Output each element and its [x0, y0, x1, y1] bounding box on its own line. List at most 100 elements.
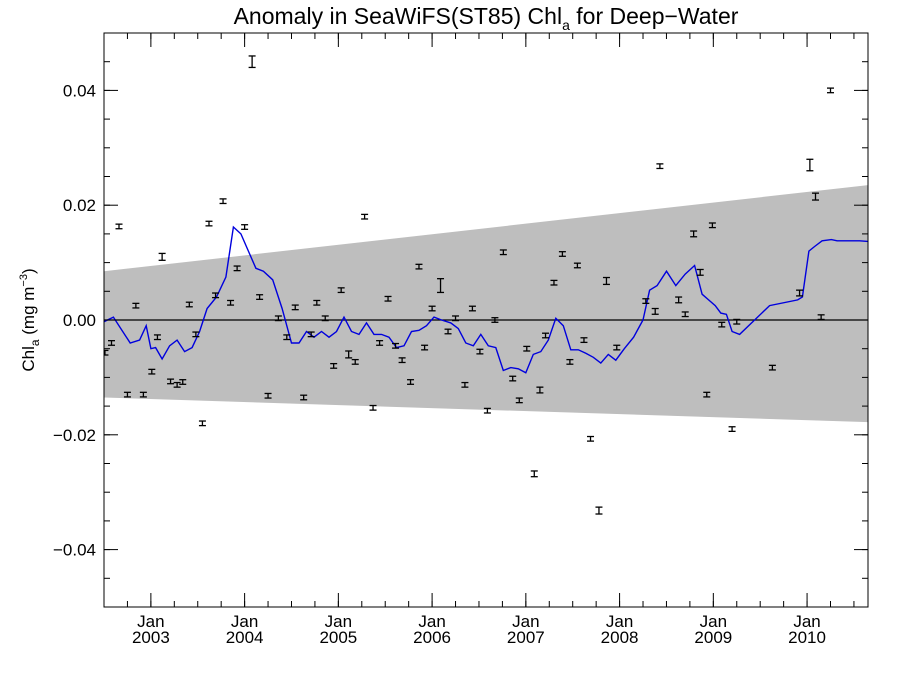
- data-point: [550, 279, 558, 286]
- data-point: [248, 55, 256, 69]
- data-point: [205, 220, 213, 227]
- axes: 0.040.020.00−0.02−0.04Jan2003Jan2004Jan2…: [53, 32, 869, 647]
- x-tick-label-year: 2008: [601, 628, 639, 647]
- data-point: [421, 344, 429, 351]
- data-point: [806, 158, 814, 172]
- data-point: [690, 230, 698, 238]
- data-point: [651, 307, 659, 315]
- data-point: [499, 249, 507, 256]
- y-tick-label: −0.02: [53, 426, 96, 445]
- data-point: [681, 311, 689, 318]
- y-axis-label-unit-close: ): [19, 268, 38, 274]
- data-point: [523, 345, 531, 352]
- data-point: [256, 294, 264, 300]
- data-point: [476, 348, 484, 355]
- y-axis-label: Chla (mg m−3): [18, 268, 42, 371]
- data-point: [468, 305, 476, 312]
- x-tick-label-year: 2003: [132, 628, 170, 647]
- data-point: [227, 299, 235, 306]
- data-point: [491, 317, 499, 323]
- x-tick-label-month: Jan: [137, 612, 164, 631]
- data-point: [444, 328, 452, 335]
- data-point: [642, 298, 650, 305]
- data-point: [139, 391, 147, 398]
- y-tick-label: −0.04: [53, 541, 96, 560]
- data-point: [148, 368, 156, 375]
- data-point: [321, 315, 329, 322]
- data-point: [283, 334, 291, 341]
- data-point: [307, 331, 315, 338]
- x-tick-label-year: 2005: [319, 628, 357, 647]
- data-point: [602, 276, 610, 286]
- chart-title-tail: for Deep−Water: [570, 3, 739, 29]
- data-point: [392, 342, 400, 349]
- data-point: [728, 426, 736, 433]
- data-point: [566, 358, 574, 365]
- data-point: [483, 407, 491, 414]
- data-point: [313, 299, 321, 306]
- data-point: [291, 304, 299, 311]
- data-point: [542, 332, 550, 339]
- x-tick-label-month: Jan: [606, 612, 633, 631]
- data-point: [212, 292, 220, 299]
- data-point: [192, 331, 200, 338]
- x-tick-label-month: Jan: [793, 612, 820, 631]
- data-point: [198, 420, 206, 427]
- data-point: [613, 344, 621, 351]
- data-point: [361, 213, 369, 220]
- data-point: [812, 192, 820, 201]
- x-tick-label-month: Jan: [700, 612, 727, 631]
- data-point: [509, 375, 517, 382]
- data-point: [587, 435, 595, 442]
- smoothed-series-line: [104, 225, 868, 374]
- x-tick-label-month: Jan: [418, 612, 445, 631]
- data-point: [376, 340, 384, 346]
- x-tick-label-month: Jan: [325, 612, 352, 631]
- data-point: [264, 392, 272, 399]
- data-point: [796, 289, 804, 297]
- data-point: [241, 224, 249, 230]
- data-point: [167, 378, 175, 385]
- data-point: [115, 223, 123, 230]
- data-point: [428, 305, 436, 312]
- data-point: [580, 337, 588, 344]
- data-point: [515, 397, 523, 404]
- chart-title: Anomaly in SeaWiFS(ST85) Chla for Deep−W…: [234, 3, 739, 33]
- x-tick-label-year: 2007: [507, 628, 545, 647]
- data-point: [656, 163, 664, 170]
- data-point: [351, 358, 359, 365]
- y-tick-label: 0.00: [63, 311, 96, 330]
- data-point: [733, 318, 741, 325]
- data-point: [718, 321, 726, 328]
- data-point: [530, 470, 538, 478]
- y-tick-label: 0.02: [63, 196, 96, 215]
- x-tick-label-year: 2010: [788, 628, 826, 647]
- data-point: [107, 340, 115, 346]
- y-tick-label: 0.04: [63, 81, 96, 100]
- plot-area: [104, 55, 868, 515]
- data-point: [300, 394, 308, 401]
- data-point: [104, 349, 109, 356]
- data-point: [384, 295, 392, 302]
- x-tick-label-year: 2009: [694, 628, 732, 647]
- x-tick-label-month: Jan: [231, 612, 258, 631]
- data-point: [398, 357, 406, 364]
- data-point: [407, 379, 415, 385]
- chart-title-main: Anomaly in SeaWiFS(ST85) Chl: [234, 3, 563, 29]
- chart-title-sub: a: [562, 17, 570, 33]
- x-tick-label-month: Jan: [512, 612, 539, 631]
- x-tick-label-year: 2006: [413, 628, 451, 647]
- data-point: [461, 381, 469, 388]
- data-point: [437, 278, 445, 294]
- data-point: [274, 315, 282, 322]
- data-point: [345, 350, 353, 359]
- data-point: [179, 379, 187, 385]
- data-point: [573, 262, 581, 269]
- data-point: [415, 263, 423, 270]
- data-point: [219, 198, 227, 205]
- data-point: [768, 364, 776, 371]
- data-point: [153, 334, 161, 341]
- data-point: [452, 315, 460, 322]
- data-point: [337, 287, 345, 294]
